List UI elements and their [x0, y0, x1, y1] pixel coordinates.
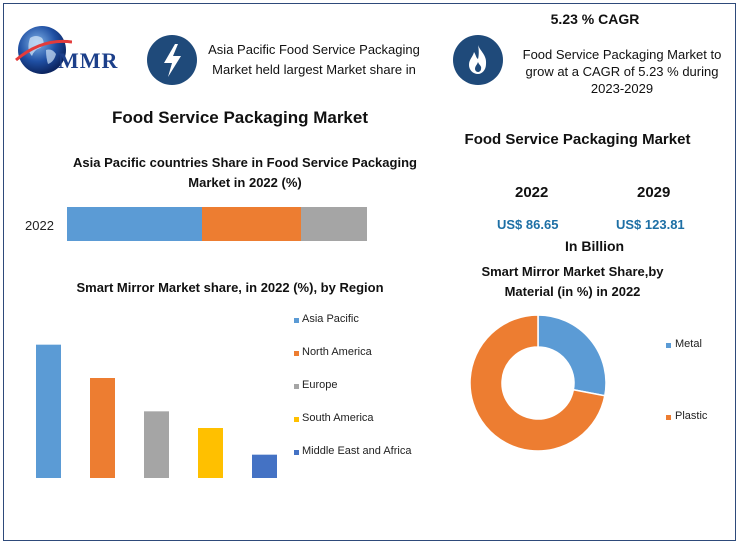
header-left-text: Asia Pacific Food Service Packaging Mark…: [208, 42, 420, 77]
legend-swatch: [294, 450, 299, 455]
legend-swatch: [294, 351, 299, 356]
value-2029: US$ 123.81: [616, 217, 685, 232]
cagr-title: 5.23 % CAGR: [550, 11, 640, 27]
mmr-logo: MMR: [12, 20, 142, 80]
bar-middle-east-and-africa: [252, 454, 277, 478]
legend-swatch: [666, 343, 671, 348]
stacked-segment-0: [67, 207, 202, 241]
globe-icon: [15, 26, 72, 74]
bar-asia-pacific: [36, 344, 61, 478]
legend-swatch: [666, 415, 671, 420]
region-legend: Asia Pacific North America Europe South Ame…: [290, 310, 430, 470]
material-donut-chart: [469, 314, 607, 452]
legend-label: North America: [302, 346, 372, 358]
legend-label: Europe: [302, 379, 338, 391]
stacked-segment-2: [301, 207, 367, 241]
legend-label: Metal: [675, 338, 702, 350]
bar-north-america: [90, 378, 115, 478]
value-2022: US$ 86.65: [497, 217, 559, 232]
legend-swatch: [294, 318, 299, 323]
unit-label: In Billion: [565, 238, 625, 254]
legend-swatch: [294, 417, 299, 422]
legend-swatch: [294, 384, 299, 389]
legend-label: Middle East and Africa: [302, 445, 412, 457]
category-label: 2022: [25, 218, 54, 233]
chart1-title: Asia Pacific countries Share in Food Ser…: [73, 155, 417, 190]
market-size-title: Food Service Packaging Market: [464, 131, 691, 148]
bar-europe: [144, 411, 169, 478]
chart3-title: Smart Mirror Market Share,by Material (i…: [481, 264, 664, 299]
main-title: Food Service Packaging Market: [111, 108, 369, 127]
legend-label: Plastic: [675, 410, 708, 422]
donut-slice-plastic: [469, 314, 606, 452]
lightning-icon: [147, 35, 197, 85]
stacked-segment-1: [202, 207, 301, 241]
legend-label: South America: [302, 412, 374, 424]
chart2-title: Smart Mirror Market share, in 2022 (%), …: [76, 280, 384, 295]
bar-south-america: [198, 428, 223, 478]
year-2022: 2022: [515, 184, 549, 201]
donut-slice-metal: [537, 314, 607, 397]
logo-text: MMR: [58, 48, 119, 73]
flame-icon: [453, 35, 503, 85]
material-legend: Metal Plastic: [662, 335, 732, 435]
year-2029: 2029: [637, 184, 671, 201]
header-right-text: Food Service Packaging Market to grow at…: [522, 47, 722, 96]
legend-label: Asia Pacific: [302, 313, 359, 325]
region-bar-chart: [36, 344, 277, 478]
stacked-bar-chart: 2022: [25, 207, 367, 241]
page-frame: [3, 3, 736, 541]
